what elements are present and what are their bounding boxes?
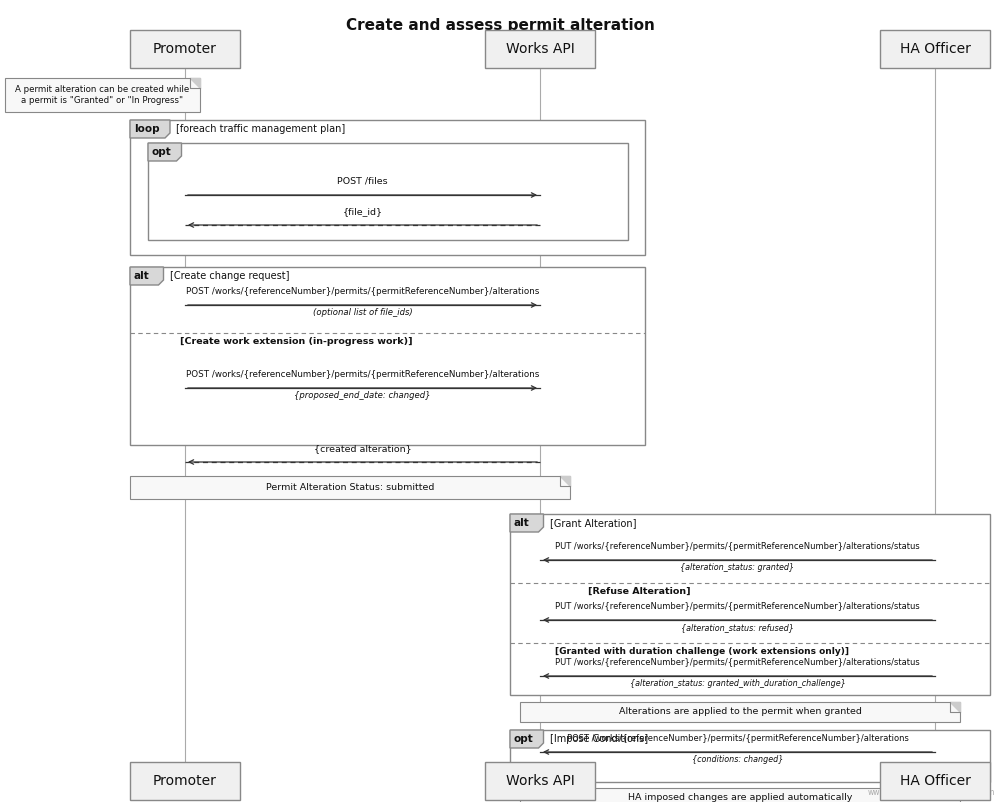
Text: www.websequencediagrams.com: www.websequencediagrams.com xyxy=(868,788,995,797)
Text: [Granted with duration challenge (work extensions only)]: [Granted with duration challenge (work e… xyxy=(555,647,849,656)
Text: HA Officer: HA Officer xyxy=(900,774,970,788)
Text: Works API: Works API xyxy=(506,42,574,56)
Text: alt: alt xyxy=(134,271,150,281)
FancyBboxPatch shape xyxy=(130,120,645,255)
Polygon shape xyxy=(510,730,544,748)
Polygon shape xyxy=(510,514,544,532)
Polygon shape xyxy=(130,120,170,138)
Text: {conditions: changed}: {conditions: changed} xyxy=(692,755,783,764)
FancyBboxPatch shape xyxy=(130,267,645,445)
Text: {alteration_status: granted_with_duration_challenge}: {alteration_status: granted_with_duratio… xyxy=(630,679,845,688)
Text: PUT /works/{referenceNumber}/permits/{permitReferenceNumber}/alterations/status: PUT /works/{referenceNumber}/permits/{pe… xyxy=(555,658,920,667)
FancyBboxPatch shape xyxy=(130,30,240,68)
Polygon shape xyxy=(560,476,570,486)
FancyBboxPatch shape xyxy=(880,30,990,68)
Text: {proposed_end_date: changed}: {proposed_end_date: changed} xyxy=(294,391,431,400)
Polygon shape xyxy=(190,78,200,88)
Text: Promoter: Promoter xyxy=(153,774,217,788)
Polygon shape xyxy=(130,267,164,285)
Text: loop: loop xyxy=(134,124,160,134)
Text: alt: alt xyxy=(514,518,530,528)
Text: POST /works/{referenceNumber}/permits/{permitReferenceNumber}/alterations: POST /works/{referenceNumber}/permits/{p… xyxy=(186,370,539,379)
Text: POST /works/{referenceNumber}/permits/{permitReferenceNumber}/alterations: POST /works/{referenceNumber}/permits/{p… xyxy=(186,287,539,296)
Text: opt: opt xyxy=(514,734,534,744)
Text: POST /files: POST /files xyxy=(337,177,388,186)
Text: POST /works/{referenceNumber}/permits/{permitReferenceNumber}/alterations: POST /works/{referenceNumber}/permits/{p… xyxy=(567,734,908,743)
Text: Works API: Works API xyxy=(506,774,574,788)
FancyBboxPatch shape xyxy=(5,78,200,112)
FancyBboxPatch shape xyxy=(485,30,595,68)
Text: Promoter: Promoter xyxy=(153,42,217,56)
Text: [foreach traffic management plan]: [foreach traffic management plan] xyxy=(176,124,345,134)
Text: HA imposed changes are applied automatically: HA imposed changes are applied automatic… xyxy=(628,793,852,802)
Text: [Grant Alteration]: [Grant Alteration] xyxy=(550,518,636,528)
Text: A permit alteration can be created while
a permit is "Granted" or "In Progress": A permit alteration can be created while… xyxy=(15,85,190,105)
FancyBboxPatch shape xyxy=(880,762,990,800)
Text: [Create change request]: [Create change request] xyxy=(170,271,289,281)
FancyBboxPatch shape xyxy=(485,762,595,800)
Text: PUT /works/{referenceNumber}/permits/{permitReferenceNumber}/alterations/status: PUT /works/{referenceNumber}/permits/{pe… xyxy=(555,602,920,611)
Polygon shape xyxy=(950,788,960,798)
FancyBboxPatch shape xyxy=(148,143,628,240)
Text: (optional list of file_ids): (optional list of file_ids) xyxy=(313,308,412,317)
FancyBboxPatch shape xyxy=(510,730,990,782)
Text: [Refuse Alteration]: [Refuse Alteration] xyxy=(588,587,691,596)
FancyBboxPatch shape xyxy=(510,514,990,695)
Text: PUT /works/{referenceNumber}/permits/{permitReferenceNumber}/alterations/status: PUT /works/{referenceNumber}/permits/{pe… xyxy=(555,542,920,551)
Text: {file_id}: {file_id} xyxy=(342,207,382,216)
Polygon shape xyxy=(148,143,182,161)
Text: Permit Alteration Status: submitted: Permit Alteration Status: submitted xyxy=(266,483,434,492)
Text: opt: opt xyxy=(152,147,172,157)
Text: [Create work extension (in-progress work)]: [Create work extension (in-progress work… xyxy=(180,337,413,346)
Text: {alteration_status: granted}: {alteration_status: granted} xyxy=(680,563,795,572)
Text: HA Officer: HA Officer xyxy=(900,42,970,56)
FancyBboxPatch shape xyxy=(520,702,960,722)
Text: {alteration_status: refused}: {alteration_status: refused} xyxy=(681,623,794,632)
FancyBboxPatch shape xyxy=(130,762,240,800)
Text: [Impose Conditions]: [Impose Conditions] xyxy=(550,734,648,744)
FancyBboxPatch shape xyxy=(520,788,960,802)
FancyBboxPatch shape xyxy=(130,476,570,499)
Text: Create and assess permit alteration: Create and assess permit alteration xyxy=(346,18,654,33)
Text: {created alteration}: {created alteration} xyxy=(314,444,411,453)
Text: Alterations are applied to the permit when granted: Alterations are applied to the permit wh… xyxy=(619,707,861,716)
Polygon shape xyxy=(950,702,960,712)
